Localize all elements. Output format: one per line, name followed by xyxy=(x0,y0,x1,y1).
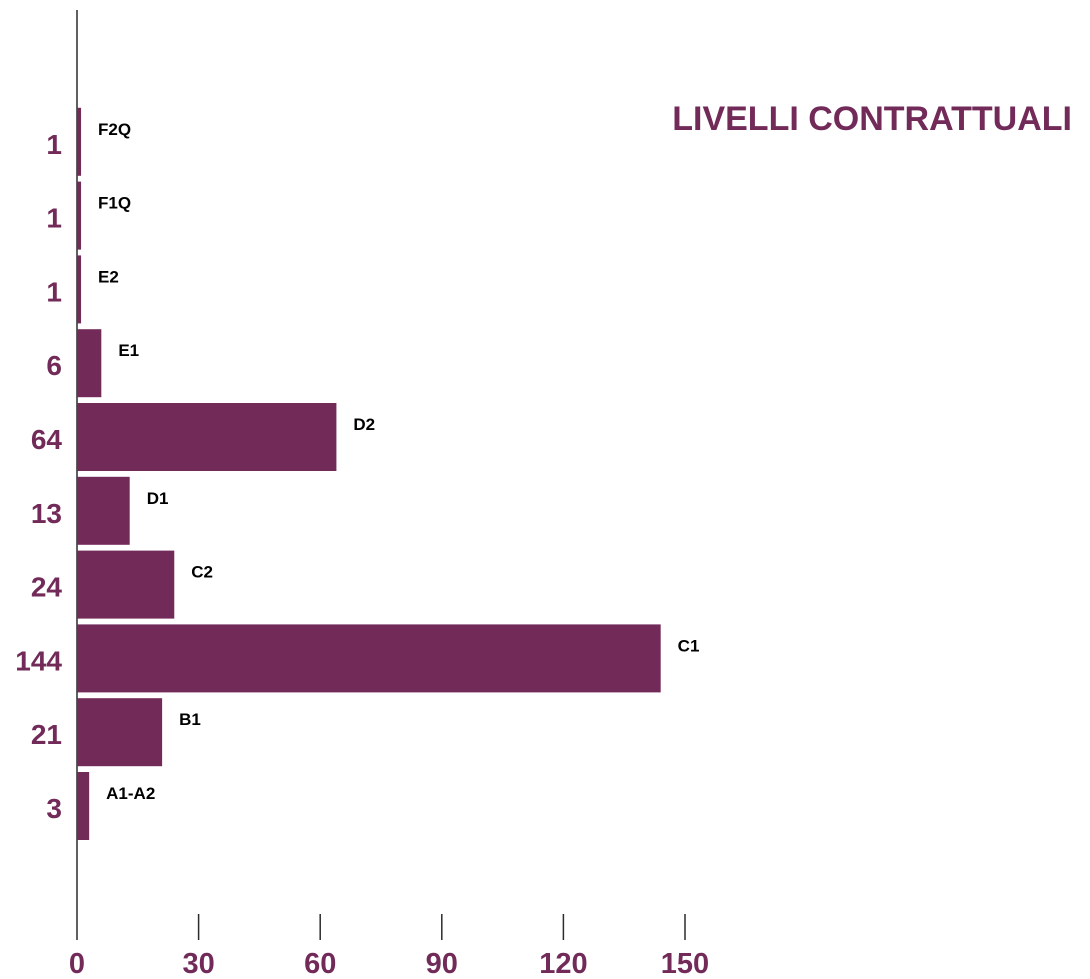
value-label: 1 xyxy=(46,129,62,160)
value-label: 6 xyxy=(46,350,62,381)
value-label: 1 xyxy=(46,203,62,234)
category-label: E1 xyxy=(118,341,139,360)
category-label: A1-A2 xyxy=(106,784,155,803)
bar-c1 xyxy=(77,624,661,693)
bar-c2 xyxy=(77,550,175,619)
value-label: 3 xyxy=(46,793,62,824)
bar-b1 xyxy=(77,698,163,767)
bar-a1-a2 xyxy=(77,772,90,840)
bar-e2 xyxy=(77,255,82,324)
bar-d2 xyxy=(77,403,337,471)
value-axis-tick-label: 0 xyxy=(69,948,85,974)
category-label: D1 xyxy=(147,489,169,508)
category-label: C2 xyxy=(191,563,213,582)
category-label: E2 xyxy=(98,267,119,286)
value-axis-tick-label: 120 xyxy=(539,948,587,974)
value-label: 13 xyxy=(31,498,62,529)
category-label: F2Q xyxy=(98,120,131,139)
category-label: F1Q xyxy=(98,194,131,213)
value-axis-tick-label: 60 xyxy=(304,948,336,974)
category-label: C1 xyxy=(678,636,700,655)
bar-f1q xyxy=(77,181,82,250)
value-axis-tick-label: 30 xyxy=(182,948,214,974)
value-label: 24 xyxy=(31,572,63,603)
chart-title: LIVELLI CONTRATTUALI xyxy=(672,100,1072,138)
value-label: 64 xyxy=(31,424,63,455)
bar-e1 xyxy=(77,329,102,398)
value-label: 1 xyxy=(46,276,62,307)
value-axis-tick-label: 90 xyxy=(426,948,458,974)
bar-f2q xyxy=(77,107,82,176)
value-label: 144 xyxy=(15,645,62,676)
value-axis-tick-label: 150 xyxy=(661,948,709,974)
category-label: B1 xyxy=(179,710,201,729)
bar-d1 xyxy=(77,476,130,545)
category-label: D2 xyxy=(353,415,375,434)
value-label: 21 xyxy=(31,719,62,750)
